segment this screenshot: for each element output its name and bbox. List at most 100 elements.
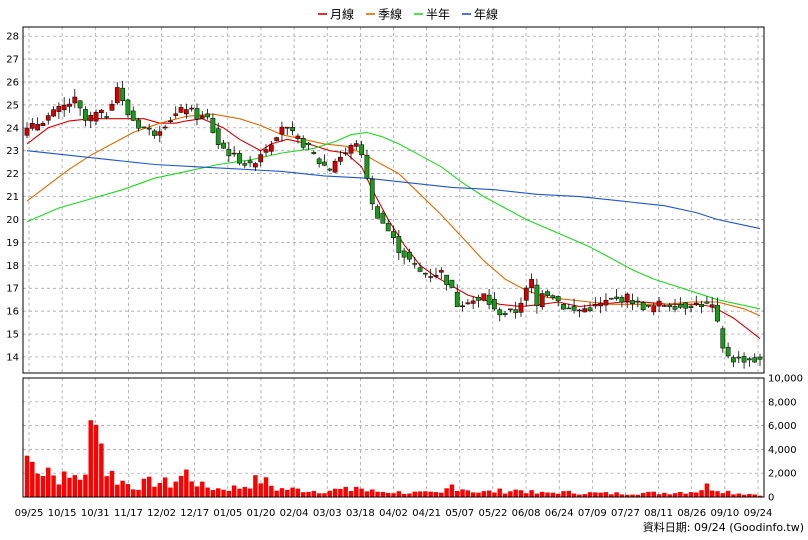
candle-body bbox=[45, 115, 51, 121]
volume-bar bbox=[274, 490, 279, 497]
legend-label: 年線 bbox=[474, 7, 498, 22]
candle-body bbox=[561, 304, 566, 310]
candle-body bbox=[688, 305, 694, 308]
volume-bar bbox=[481, 491, 487, 497]
volume-bar bbox=[417, 491, 423, 497]
volume-bar bbox=[146, 476, 152, 497]
candle-body bbox=[757, 356, 763, 360]
volume-bar bbox=[88, 420, 93, 497]
volume-bar bbox=[497, 488, 502, 497]
volume-bar bbox=[189, 481, 194, 497]
volume-bar bbox=[747, 493, 752, 497]
candle-body bbox=[88, 114, 94, 122]
volume-bar bbox=[603, 492, 609, 497]
candle-body bbox=[231, 152, 237, 155]
date-tick-label: 10/31 bbox=[81, 508, 110, 519]
volume-bar bbox=[364, 491, 370, 497]
candle-body bbox=[709, 304, 715, 308]
date-tick-label: 07/27 bbox=[611, 508, 640, 519]
volume-tick-label: 6,000 bbox=[768, 421, 797, 432]
candle-body bbox=[608, 297, 614, 300]
candle-body bbox=[40, 123, 46, 127]
volume-bar bbox=[694, 492, 699, 497]
candle-body bbox=[114, 87, 120, 104]
volume-bar bbox=[242, 486, 248, 497]
volume-bar bbox=[470, 492, 476, 497]
volume-bar bbox=[391, 493, 396, 497]
candle-body bbox=[736, 356, 742, 359]
date-tick-label: 10/15 bbox=[48, 508, 77, 519]
candle-body bbox=[614, 296, 619, 299]
candle-body bbox=[507, 308, 513, 311]
candle-body bbox=[183, 109, 189, 115]
price-tick-label: 27 bbox=[6, 55, 19, 66]
volume-bar bbox=[46, 467, 51, 497]
candle-body bbox=[725, 346, 731, 357]
date-tick-label: 04/21 bbox=[412, 508, 441, 519]
volume-bar bbox=[131, 489, 136, 497]
candle-body bbox=[497, 309, 503, 316]
date-tick-label: 09/25 bbox=[15, 508, 44, 519]
candle-body bbox=[422, 272, 428, 275]
volume-bar bbox=[460, 489, 465, 497]
volume-bar bbox=[614, 492, 619, 497]
candle-body bbox=[539, 293, 545, 308]
date-tick-label: 06/24 bbox=[545, 508, 574, 519]
candle-body bbox=[215, 128, 221, 145]
price-tick-label: 25 bbox=[6, 100, 19, 111]
volume-bar bbox=[635, 494, 641, 497]
volume-tick-label: 0 bbox=[768, 493, 774, 504]
volume-bar bbox=[115, 484, 120, 497]
candle-body bbox=[306, 142, 311, 146]
volume-bar bbox=[566, 490, 572, 497]
candle-body bbox=[189, 107, 195, 110]
candle-body bbox=[364, 155, 370, 179]
volume-tick-label: 2,000 bbox=[768, 469, 797, 480]
volume-bar bbox=[667, 494, 672, 497]
volume-bar bbox=[370, 489, 375, 497]
volume-bar bbox=[555, 493, 561, 497]
volume-bar bbox=[306, 491, 311, 497]
volume-bar bbox=[24, 455, 30, 497]
volume-bar bbox=[354, 486, 359, 497]
volume-bar bbox=[444, 488, 449, 497]
volume-bar bbox=[269, 485, 274, 497]
volume-bar bbox=[412, 491, 417, 497]
candle-body bbox=[168, 120, 173, 123]
candle-body bbox=[210, 117, 216, 133]
candle-body bbox=[199, 115, 205, 119]
legend-label: 季線 bbox=[378, 7, 402, 22]
price-tick-label: 22 bbox=[6, 169, 19, 180]
candle-body bbox=[677, 303, 683, 308]
candle-body bbox=[157, 131, 163, 136]
candle-body bbox=[83, 109, 88, 121]
date-tick-label: 08/26 bbox=[677, 508, 706, 519]
volume-bar bbox=[77, 479, 83, 497]
candle-body bbox=[592, 303, 598, 307]
candle-body bbox=[555, 296, 561, 302]
volume-bar bbox=[178, 475, 184, 497]
volume-bar bbox=[455, 491, 460, 497]
candle-body bbox=[534, 284, 540, 307]
candle-body bbox=[470, 300, 476, 304]
volume-bar bbox=[327, 490, 332, 497]
candle-body bbox=[316, 158, 322, 164]
price-tick-label: 14 bbox=[6, 352, 19, 363]
date-tick-label: 06/08 bbox=[512, 508, 541, 519]
volume-bar bbox=[529, 490, 534, 497]
volume-bar bbox=[184, 469, 189, 497]
volume-bar bbox=[194, 486, 200, 497]
candle-body bbox=[205, 113, 210, 118]
volume-bar bbox=[210, 490, 216, 497]
candle-body bbox=[295, 135, 301, 139]
volume-bar bbox=[290, 487, 295, 497]
volume-bar bbox=[582, 494, 587, 497]
candle-body bbox=[24, 127, 30, 136]
volume-bar bbox=[157, 483, 163, 497]
candle-body bbox=[268, 144, 274, 152]
volume-bar bbox=[322, 493, 327, 497]
candle-body bbox=[651, 305, 657, 313]
volume-bar bbox=[486, 490, 492, 497]
volume-plot-frame bbox=[22, 377, 765, 498]
price-tick-label: 26 bbox=[6, 77, 19, 88]
